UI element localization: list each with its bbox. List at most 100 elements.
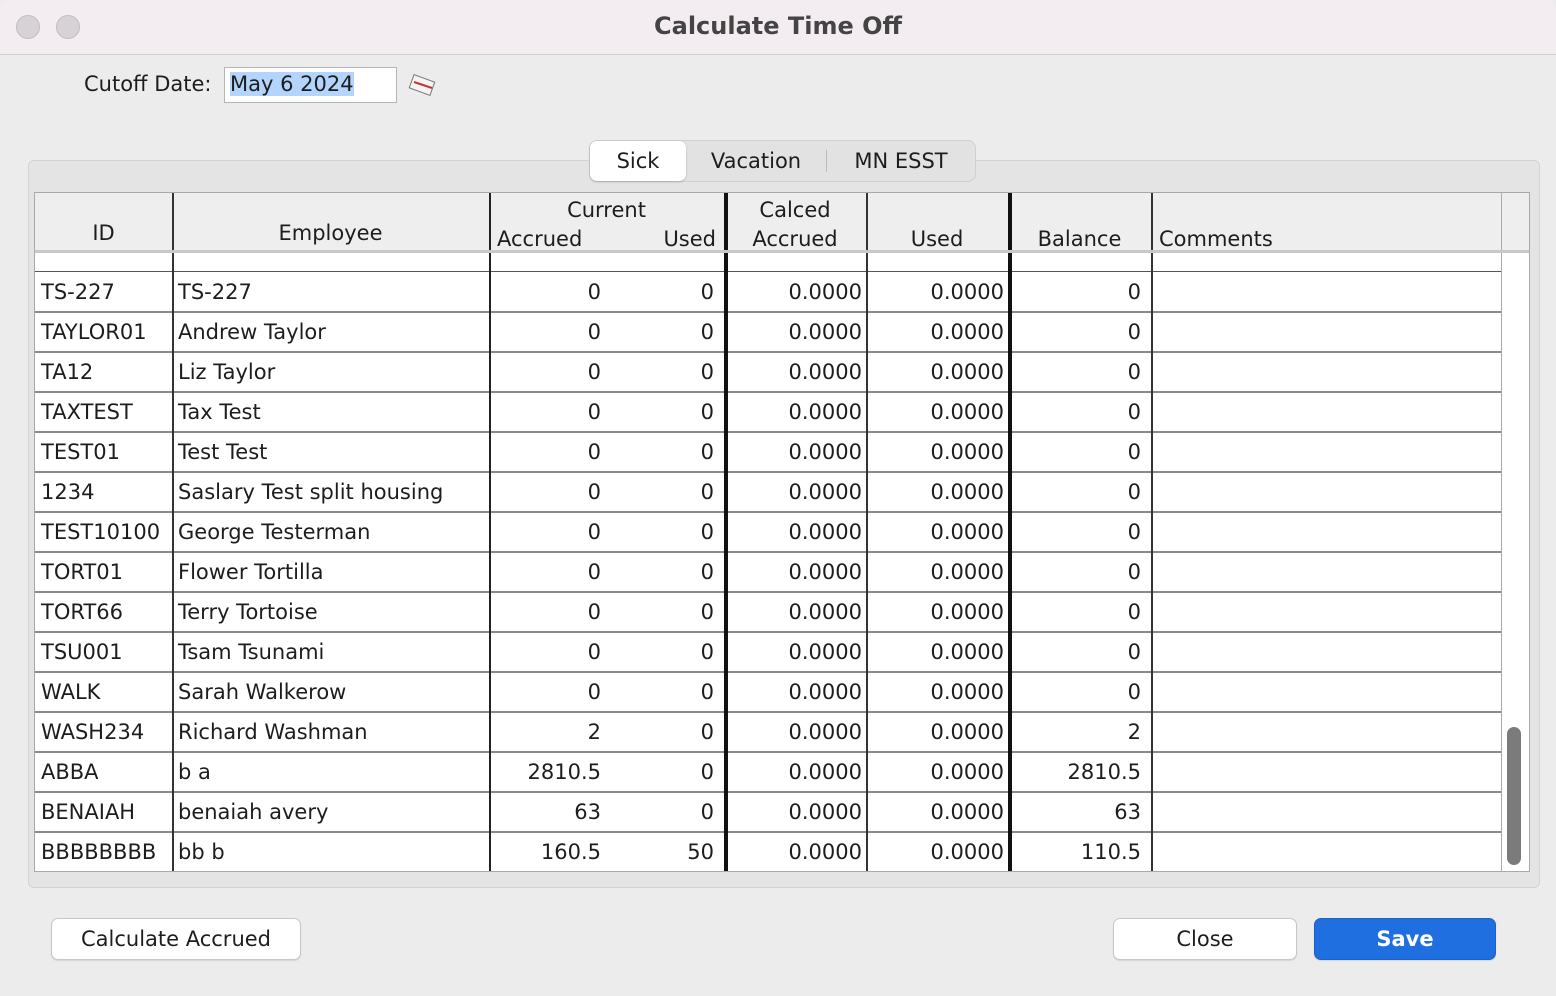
table-cell: Liz Taylor [178, 360, 276, 384]
minimize-light[interactable] [56, 15, 80, 39]
group-header: Current [567, 198, 646, 222]
table-cell: 0 [1127, 560, 1141, 584]
table-cell: 0.0000 [930, 560, 1004, 584]
table-cell: 0 [700, 640, 714, 664]
table-cell: Sarah Walkerow [178, 680, 347, 704]
table-cell: 0.0000 [930, 720, 1004, 744]
table-cell: 0 [700, 600, 714, 624]
table-cell: 0.0000 [788, 600, 862, 624]
tab[interactable]: MN ESST [854, 149, 948, 173]
cutoff-value: May 6 2024 [230, 72, 354, 96]
row-line [35, 791, 1501, 793]
tab-bar: Sick Vacation MN ESST [589, 140, 976, 182]
table-cell: 0.0000 [930, 640, 1004, 664]
table-cell: 0.0000 [930, 600, 1004, 624]
table-cell: 0.0000 [930, 480, 1004, 504]
table-cell: TA12 [41, 360, 94, 384]
row-line [35, 311, 1501, 313]
table-cell: b a [178, 760, 211, 784]
close-button[interactable]: Close [1113, 918, 1297, 960]
table-cell: 0.0000 [788, 840, 862, 864]
header-line [35, 250, 1529, 253]
column-header: Used [910, 227, 964, 251]
table-cell: 0.0000 [930, 400, 1004, 424]
table-cell: Flower Tortilla [178, 560, 324, 584]
table-cell: George Testerman [178, 520, 371, 544]
table-cell: 0 [587, 480, 601, 504]
table-cell: Saslary Test split housing [178, 480, 444, 504]
table-cell: 0 [700, 400, 714, 424]
save-button[interactable]: Save [1314, 918, 1496, 960]
table-cell: Andrew Taylor [178, 320, 326, 344]
row-line [35, 871, 1501, 872]
table-cell: 0 [1127, 440, 1141, 464]
table-cell [1151, 552, 1501, 592]
table-cell: 0.0000 [788, 560, 862, 584]
cutoff-label: Cutoff Date: [84, 72, 212, 96]
table-cell: TAXTEST [41, 400, 133, 424]
table-cell: 0.0000 [788, 640, 862, 664]
table-cell: 0 [700, 720, 714, 744]
tab[interactable]: Sick [590, 141, 686, 181]
tab-separator [826, 150, 827, 172]
column-header: Balance [1037, 227, 1122, 251]
row-line [35, 391, 1501, 393]
row-line [35, 831, 1501, 833]
cutoff-input[interactable]: May 6 2024 [224, 67, 397, 103]
window-title: Calculate Time Off [654, 12, 902, 40]
table-cell: 0 [587, 520, 601, 544]
table-cell: 0.0000 [930, 440, 1004, 464]
table-cell [1151, 352, 1501, 392]
close-light[interactable] [16, 15, 40, 39]
table-cell: 160.5 [540, 840, 601, 864]
column-header: Employee [278, 221, 383, 245]
table-cell: 0.0000 [930, 280, 1004, 304]
table-cell: 0 [1127, 360, 1141, 384]
table-cell: 0.0000 [930, 360, 1004, 384]
table-cell: bb b [178, 840, 225, 864]
table-cell: 0 [587, 400, 601, 424]
table-cell: 0.0000 [788, 680, 862, 704]
table-cell: Test Test [178, 440, 268, 464]
table-cell [1151, 832, 1501, 871]
table-cell: 0.0000 [788, 400, 862, 424]
table-cell: 0 [587, 320, 601, 344]
table-cell: 0.0000 [930, 520, 1004, 544]
table-cell: 0 [700, 360, 714, 384]
tab[interactable]: Vacation [710, 149, 802, 173]
table: ID Employee Accrued Used Accrued Used Balance C… [34, 192, 1530, 872]
table-cell: 0.0000 [930, 680, 1004, 704]
row-line [35, 591, 1501, 593]
calculate-button[interactable]: Calculate Accrued [51, 918, 301, 960]
table-cell [1151, 312, 1501, 352]
scrollbar-thumb[interactable] [1507, 727, 1521, 865]
table-cell: 0 [1127, 400, 1141, 424]
table-cell: Tax Test [178, 400, 261, 424]
row-line [35, 751, 1501, 753]
table-cell [1151, 752, 1501, 792]
row-line [35, 271, 1501, 272]
calendar-icon[interactable] [408, 72, 438, 98]
column-line [1008, 193, 1012, 871]
column-line [724, 193, 728, 871]
table-cell [1151, 792, 1501, 832]
table-cell: 2810.5 [1067, 760, 1141, 784]
table-cell: 0 [587, 600, 601, 624]
table-cell: benaiah avery [178, 800, 329, 824]
table-cell: 0 [1127, 640, 1141, 664]
table-cell: TS-227 [178, 280, 252, 304]
table-cell: 0.0000 [788, 520, 862, 544]
table-cell: Tsam Tsunami [178, 640, 325, 664]
table-cell: 110.5 [1080, 840, 1141, 864]
table-cell: 0.0000 [788, 800, 862, 824]
table-cell: 0.0000 [788, 360, 862, 384]
row-line [35, 631, 1501, 633]
table-cell: TS-227 [41, 280, 115, 304]
table-cell: BBBBBBBB [41, 840, 157, 864]
table-cell: Richard Washman [178, 720, 368, 744]
table-cell: 0 [587, 640, 601, 664]
row-line [35, 551, 1501, 553]
table-cell: 2 [587, 720, 601, 744]
table-cell: 0 [587, 440, 601, 464]
title-bar: Calculate Time Off [0, 0, 1556, 55]
